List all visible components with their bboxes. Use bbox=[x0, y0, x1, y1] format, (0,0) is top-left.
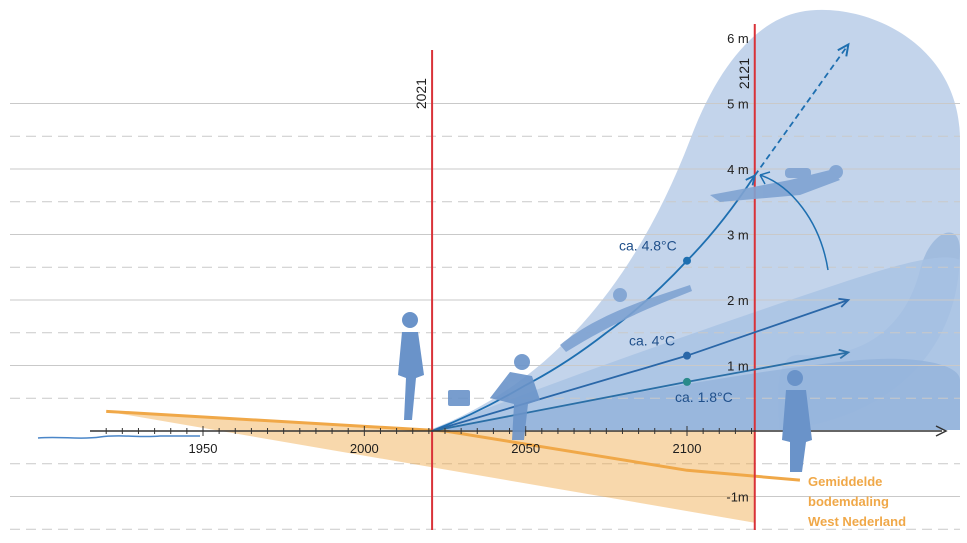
x-tick-label: 2050 bbox=[511, 441, 540, 456]
scenario-label: ca. 4.8°C bbox=[619, 238, 677, 254]
y-tick-label: 5 m bbox=[727, 97, 749, 112]
y-tick-label: 3 m bbox=[727, 228, 749, 243]
series-extension-arrowhead bbox=[837, 42, 850, 57]
water-line bbox=[37, 435, 200, 439]
x-axis-arrowhead bbox=[935, 425, 948, 437]
y-tick-label: 6 m bbox=[727, 31, 749, 46]
swimmer-icon bbox=[560, 285, 692, 352]
curved-arrow bbox=[759, 171, 829, 271]
series-arrowhead bbox=[838, 297, 851, 308]
x-tick-label: 1950 bbox=[189, 441, 218, 456]
walking-person-icon bbox=[398, 312, 424, 420]
year-marker-label: 2021 bbox=[413, 78, 429, 109]
subsidence-label-line: West Nederland bbox=[808, 514, 906, 529]
series-line bbox=[431, 175, 756, 432]
running-person-icon bbox=[448, 354, 540, 440]
x-tick-label: 2100 bbox=[673, 441, 702, 456]
figures bbox=[398, 165, 843, 472]
y-tick-label: 1 m bbox=[727, 359, 749, 374]
y-tick-label: 4 m bbox=[727, 162, 749, 177]
subsidence-area bbox=[106, 411, 755, 523]
y-tick-labels: 6 m 5 m 4 m 3 m 2 m 1 m -1m bbox=[726, 31, 748, 505]
x-tick-label: 2000 bbox=[350, 441, 379, 456]
subsidence-band bbox=[37, 409, 801, 523]
diver-icon bbox=[710, 165, 843, 202]
subsidence-label-line: bodemdaling bbox=[808, 494, 889, 509]
subsidence-line bbox=[106, 409, 801, 482]
year-markers: 2021 2121 bbox=[413, 24, 756, 530]
subsidence-label: Gemiddelde bodemdaling West Nederland bbox=[808, 474, 906, 529]
scenario-labels: ca. 4.8°C ca. 4°C ca. 1.8°C bbox=[619, 238, 733, 405]
subsidence-label-line: Gemiddelde bbox=[808, 474, 882, 489]
series-marker bbox=[683, 377, 691, 386]
series-arrowhead bbox=[838, 348, 851, 360]
wave-background bbox=[430, 9, 960, 430]
y-tick-label: -1m bbox=[726, 490, 748, 505]
y-tick-label: 2 m bbox=[727, 293, 749, 308]
series-marker bbox=[683, 351, 691, 360]
series-marker bbox=[683, 256, 691, 265]
scenario-label: ca. 1.8°C bbox=[675, 389, 733, 405]
wave-low bbox=[430, 358, 960, 430]
series-extension bbox=[754, 44, 850, 177]
scenario-label: ca. 4°C bbox=[629, 333, 675, 349]
standing-person-icon bbox=[782, 370, 812, 472]
year-marker-label: 2121 bbox=[736, 58, 752, 89]
